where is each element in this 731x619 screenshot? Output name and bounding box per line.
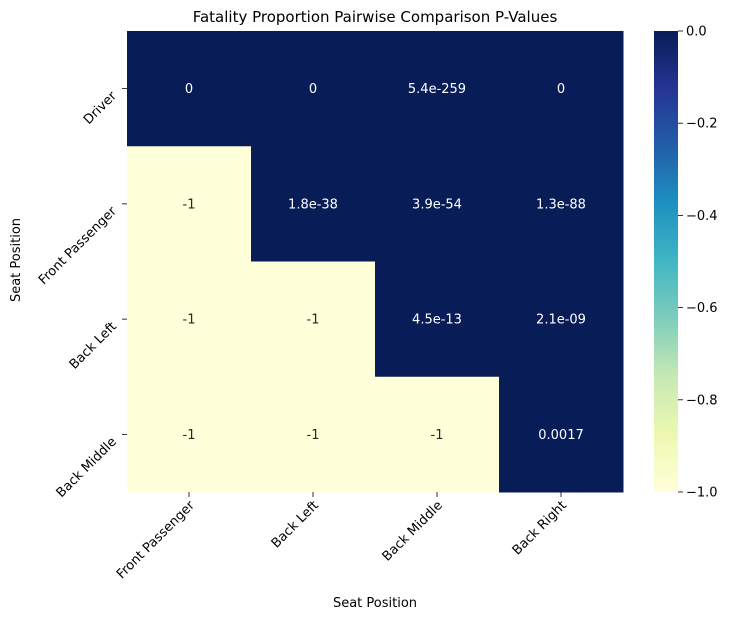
x-tick-label: Back Middle <box>380 498 446 564</box>
heatmap-cell <box>127 146 252 262</box>
x-tick-label: Front Passenger <box>114 498 198 582</box>
colorbar-tick-label: −0.6 <box>686 301 718 316</box>
colorbar <box>654 31 678 492</box>
heatmap-cell <box>375 31 500 147</box>
x-axis: Front Passenger Back Left Back Middle Back … <box>114 492 570 582</box>
cell-annotation: -1 <box>183 428 196 443</box>
cell-annotation: 1.3e-88 <box>536 197 586 212</box>
heatmap-cell <box>499 146 624 262</box>
x-tick-label: Back Left <box>269 498 322 551</box>
heatmap-cell <box>499 261 624 378</box>
cell-annotation: -1 <box>431 428 444 443</box>
colorbar-ticks: 0.0 −0.2 −0.4 −0.6 −0.8 −1.0 <box>678 25 718 501</box>
cell-annotation: 2.1e-09 <box>536 313 586 328</box>
y-tick-label: Back Left <box>67 319 120 372</box>
cell-annotation: 5.4e-259 <box>408 82 466 97</box>
colorbar-tick-label: −1.0 <box>686 486 718 501</box>
heatmap-cell <box>251 31 376 147</box>
colorbar-tick-label: −0.8 <box>686 393 718 408</box>
cell-annotation: -1 <box>183 197 196 212</box>
cell-annotation: 4.5e-13 <box>412 313 462 328</box>
y-tick-label: Driver <box>81 88 120 127</box>
cell-annotation: -1 <box>307 428 320 443</box>
heatmap-cell <box>375 146 500 262</box>
heatmap-cell <box>251 146 376 262</box>
heatmap-cell <box>499 31 624 147</box>
heatmap-cell <box>251 261 376 378</box>
cell-annotation: 3.9e-54 <box>412 197 462 212</box>
heatmap-cell <box>375 376 500 493</box>
cell-annotation: -1 <box>183 313 196 328</box>
heatmap-cell <box>499 376 624 493</box>
cell-annotation: 1.8e-38 <box>288 197 338 212</box>
x-axis-label: Seat Position <box>333 596 417 611</box>
cell-annotation: 0 <box>185 82 193 97</box>
heatmap-cell <box>127 31 252 147</box>
colorbar-tick-label: 0.0 <box>686 25 707 40</box>
cell-annotation: 0.0017 <box>538 428 584 443</box>
colorbar-tick-label: −0.2 <box>686 117 718 132</box>
y-axis: Driver Front Passenger Back Left Back Middl… <box>36 88 127 501</box>
cell-annotation: -1 <box>307 313 320 328</box>
cell-annotation: 0 <box>309 82 317 97</box>
cell-annotation: 0 <box>557 82 565 97</box>
y-axis-label: Seat Position <box>9 218 24 302</box>
colorbar-tick-label: −0.4 <box>686 209 718 224</box>
chart-title: Fatality Proportion Pairwise Comparison … <box>193 8 558 26</box>
y-tick-label: Back Middle <box>54 435 120 501</box>
heatmap-annotations: 0 0 5.4e-259 0 -1 1.8e-38 3.9e-54 1.3e-88 -1 -1 4.… <box>183 82 586 443</box>
heatmap-cell <box>127 376 252 493</box>
y-tick-label: Front Passenger <box>36 204 120 288</box>
heatmap-cell <box>375 261 500 378</box>
heatmap-cell <box>127 261 252 378</box>
heatmap-cell <box>251 376 376 493</box>
heatmap-cells <box>127 31 624 493</box>
x-tick-label: Back Right <box>510 498 570 558</box>
